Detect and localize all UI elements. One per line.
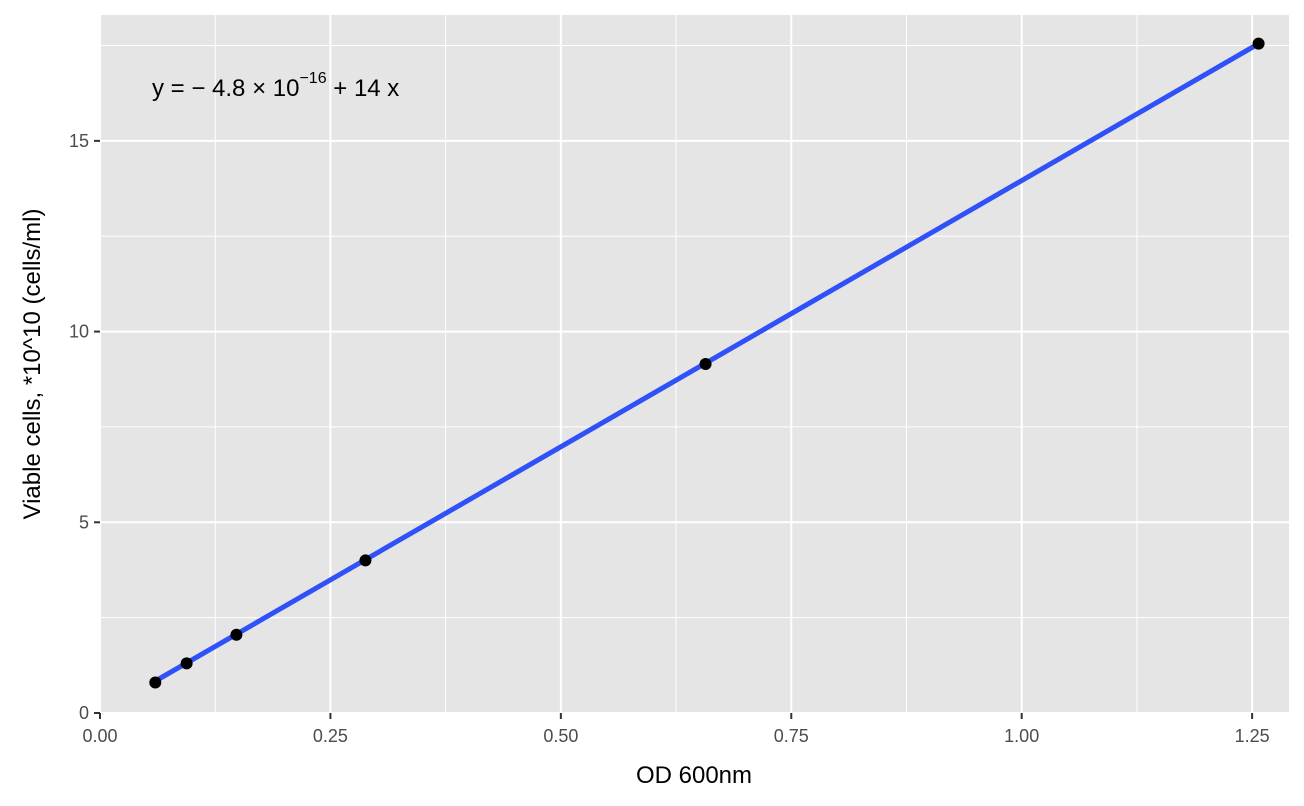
x-tick-label: 0.25	[313, 726, 348, 746]
y-tick-label: 5	[79, 512, 89, 532]
x-axis-title: OD 600nm	[636, 762, 752, 789]
axes: 0.00 0.25 0.50 0.75 1.00 1.25 0 5 10 15	[69, 131, 1270, 746]
y-tick-label: 10	[69, 322, 89, 342]
y-axis-title: Viable cells, *10^10 (cells/ml)	[19, 209, 46, 520]
x-tick-label: 0.75	[774, 726, 809, 746]
x-tick-label: 1.00	[1004, 726, 1039, 746]
equation-suffix: + 14 x	[327, 75, 400, 102]
minor-gridlines	[100, 15, 1289, 713]
data-point	[149, 676, 162, 689]
data-point	[180, 657, 193, 670]
y-tick-label: 15	[69, 131, 89, 151]
data-point	[359, 554, 372, 567]
y-tick-label: 0	[79, 703, 89, 723]
regression-equation: y = − 4.8 × 10−16 + 14 x	[152, 70, 399, 102]
x-tick-label: 1.25	[1235, 726, 1270, 746]
x-tick-label: 0.00	[82, 726, 117, 746]
data-points	[149, 37, 1265, 689]
equation-exponent: −16	[299, 70, 326, 87]
x-tick-label: 0.50	[543, 726, 578, 746]
data-point	[230, 628, 243, 641]
equation-prefix: y = − 4.8 × 10	[152, 75, 299, 102]
data-point	[1252, 37, 1265, 50]
data-point	[699, 358, 712, 370]
